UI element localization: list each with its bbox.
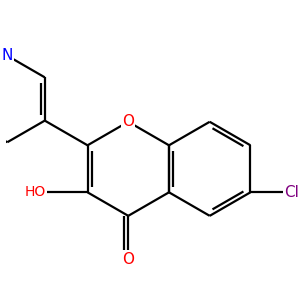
Text: O: O <box>122 114 134 129</box>
Text: O: O <box>122 252 134 267</box>
Text: Cl: Cl <box>284 185 299 200</box>
Text: N: N <box>2 48 13 63</box>
Text: HO: HO <box>25 185 46 199</box>
